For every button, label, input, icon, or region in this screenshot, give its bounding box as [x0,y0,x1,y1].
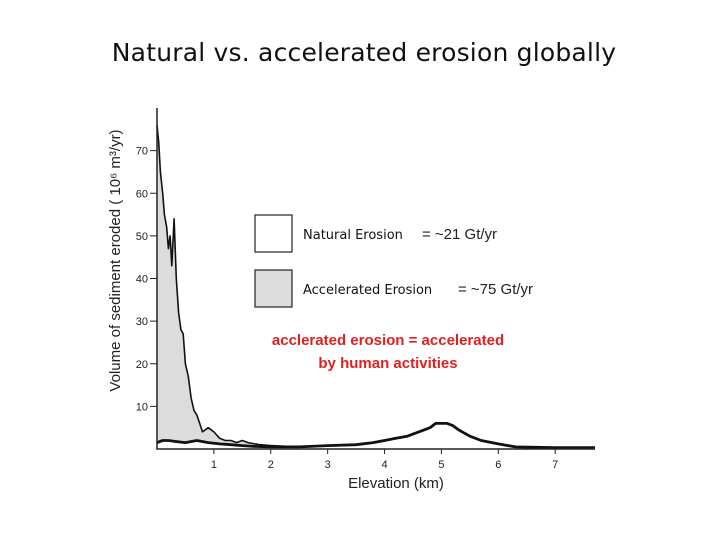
x-tick-label: 4 [381,459,387,471]
y-tick-label: 70 [136,146,148,158]
annotation: acclerated erosion = accelerated by human… [272,332,504,372]
annotation-line-0: acclerated erosion = accelerated [272,332,504,349]
legend-swatch-1 [254,269,293,308]
axis-frame [156,108,595,450]
legend-name-0: Natural Erosion [303,228,403,243]
legend-swatch-0 [254,214,293,253]
x-tick-label: 3 [325,459,331,471]
y-axis: 10 20 30 40 50 60 70 [136,146,157,413]
y-tick-label: 40 [136,274,148,286]
x-tick-label: 6 [495,459,501,471]
y-tick-label: 60 [136,188,148,200]
x-tick-label: 7 [552,459,558,471]
x-axis: 1 2 3 4 5 6 7 [211,449,558,471]
y-tick-label: 10 [136,401,148,413]
legend-value-1: = ~75 Gt/yr [458,281,533,298]
legend: Natural Erosion = ~21 Gt/yr Accelerated Er… [254,214,533,308]
x-axis-title: Elevation (km) [348,475,444,492]
y-tick-label: 50 [136,231,148,243]
x-tick-label: 5 [438,459,444,471]
y-tick-label: 30 [136,316,148,328]
y-axis-title: Volume of sediment eroded ( 10⁶ m³/yr) [107,129,124,391]
x-tick-label: 1 [211,459,217,471]
annotation-line-1: by human activities [318,355,457,372]
area-layer [156,125,595,450]
y-tick-label: 20 [136,359,148,371]
series-line-1 [156,422,595,450]
legend-value-0: = ~21 Gt/yr [422,226,497,243]
legend-name-1: Accelerated Erosion [303,283,432,298]
x-tick-label: 2 [268,459,274,471]
slide-title: Natural vs. accelerated erosion globally [111,38,617,67]
